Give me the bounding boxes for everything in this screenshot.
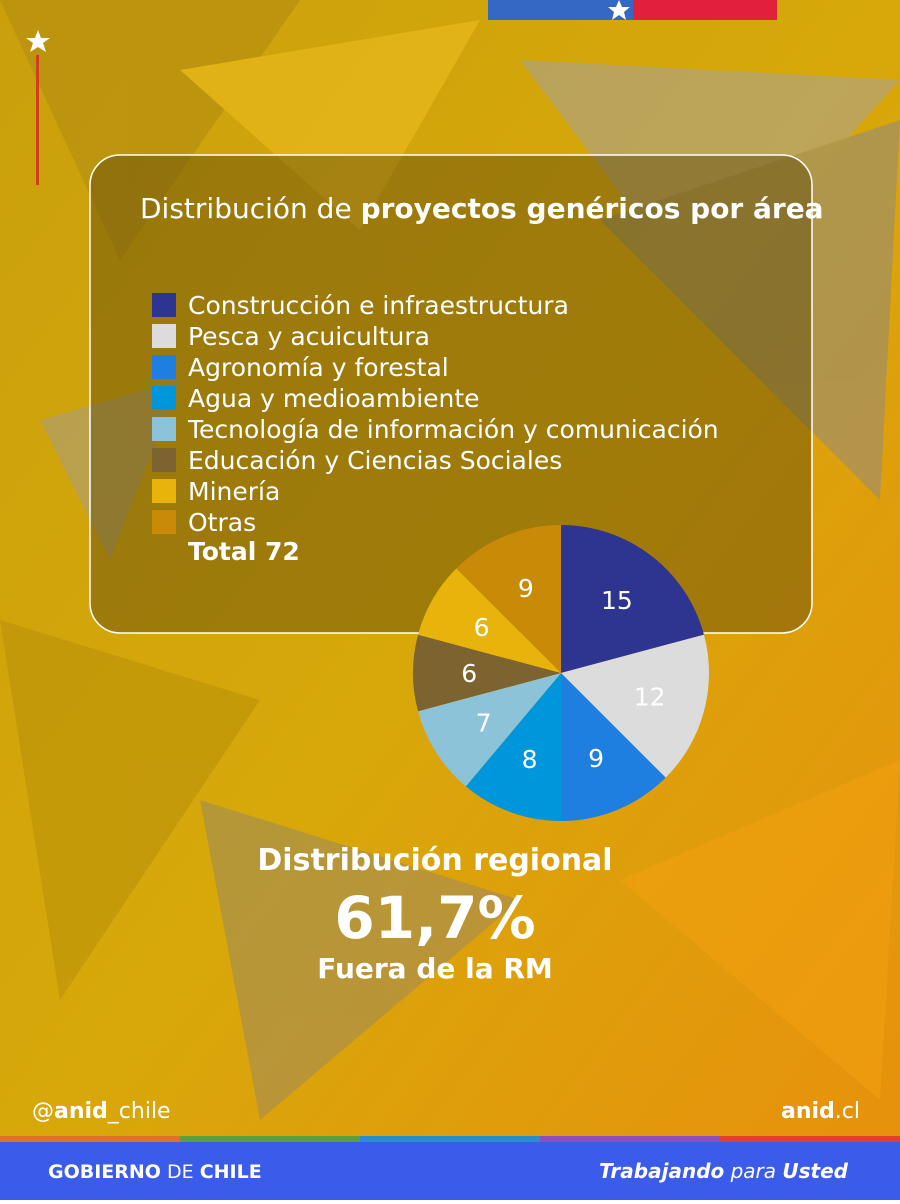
regional-caption: Fuera de la RM (317, 952, 553, 985)
legend-swatch (152, 293, 176, 317)
legend-swatch (152, 448, 176, 472)
stripe (180, 1136, 360, 1142)
pie-slice (465, 673, 561, 821)
slogan-3: Usted (782, 1159, 848, 1183)
gov-3: CHILE (200, 1161, 262, 1183)
data-label: 12 (634, 683, 666, 712)
legend-swatch (152, 479, 176, 503)
total-label: Total (188, 537, 256, 566)
regional-heading: Distribución regional (257, 843, 612, 878)
legend-swatch (152, 510, 176, 534)
title-bold: proyectos genéricos por área (361, 192, 824, 225)
data-label: 6 (474, 613, 490, 642)
title-regular: Distribución de (140, 192, 352, 225)
chart-title: Distribución de proyectos genéricos por … (140, 192, 824, 225)
total-value: 72 (265, 537, 300, 566)
footer-bar (0, 1142, 900, 1200)
slogan-1: Trabajando (599, 1159, 725, 1183)
handle: @anid_chile (32, 1099, 171, 1124)
flag-blue (488, 0, 633, 20)
handle-suffix: _chile (107, 1099, 171, 1124)
site-bold: anid (781, 1099, 835, 1124)
stripe (720, 1136, 900, 1142)
handle-prefix: @ (32, 1099, 54, 1124)
pie-slice (561, 525, 704, 673)
legend-label: Otras (188, 508, 256, 537)
pie-slice (456, 525, 561, 673)
pie-slice (418, 673, 561, 787)
data-label: 15 (601, 586, 633, 615)
pie-slice (561, 634, 710, 778)
logo-line (36, 55, 39, 185)
legend-label: Construcción e infraestructura (188, 291, 569, 320)
legend-swatch (152, 324, 176, 348)
stripe (540, 1136, 720, 1142)
regional-share: 61,7% (334, 884, 535, 952)
pie-slice (418, 568, 561, 673)
data-label: 8 (522, 745, 538, 774)
site-suffix: .cl (835, 1099, 860, 1124)
gov-2: DE (167, 1161, 194, 1183)
legend-label: Pesca y acuicultura (188, 322, 430, 351)
site: anid.cl (781, 1099, 860, 1124)
decor (0, 0, 900, 1120)
data-label: 7 (476, 708, 492, 737)
stripe (360, 1136, 540, 1142)
data-label: 9 (588, 744, 604, 773)
government: GOBIERNO DE CHILE (48, 1161, 262, 1183)
legend-swatch (152, 417, 176, 441)
gov-1: GOBIERNO (48, 1161, 161, 1183)
data-label: 9 (518, 574, 534, 603)
legend-swatch (152, 355, 176, 379)
legend-label: Agua y medioambiente (188, 384, 480, 413)
stripe (0, 1136, 180, 1142)
total: Total 72 (188, 537, 300, 566)
legend-label: Minería (188, 477, 280, 506)
legend-label: Educación y Ciencias Sociales (188, 446, 562, 475)
slogan-2: para (730, 1159, 776, 1183)
handle-bold: anid (54, 1099, 108, 1124)
legend-label: Tecnología de información y comunicación (187, 415, 719, 444)
data-label: 6 (461, 659, 477, 688)
pie-slice (413, 634, 561, 712)
legend-swatch (152, 386, 176, 410)
legend-label: Agronomía y forestal (188, 353, 449, 382)
flag-star (608, 0, 630, 20)
flag-red (633, 0, 777, 20)
pie-slice (561, 673, 666, 821)
logo-star (26, 30, 50, 52)
slogan: Trabajando para Usted (599, 1159, 849, 1183)
